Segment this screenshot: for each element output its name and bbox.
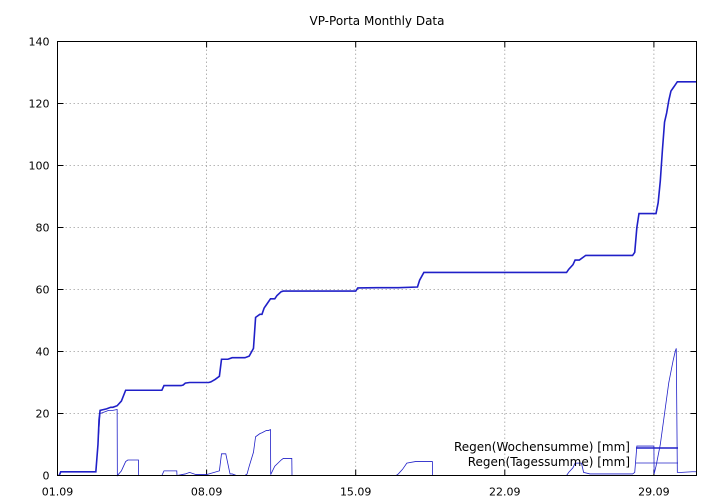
axis-ticks: 0 20 40 60 80 100 120 140 01.09 08.09 15.09 22.09 29… xyxy=(29,36,697,499)
y-tick-label: 140 xyxy=(29,36,50,49)
x-tick-label: 08.09 xyxy=(191,486,223,499)
chart-title: VP-Porta Monthly Data xyxy=(310,14,445,28)
y-tick-label: 80 xyxy=(36,222,50,235)
y-tick-label: 60 xyxy=(36,284,50,297)
x-tick-label: 29.09 xyxy=(638,486,670,499)
legend: Regen(Wochensumme) [mm] Regen(Tagessumme… xyxy=(454,440,678,469)
x-tick-label: 22.09 xyxy=(489,486,521,499)
plot-frame xyxy=(57,41,697,476)
x-tick-label: 15.09 xyxy=(340,486,372,499)
y-tick-label: 100 xyxy=(29,160,50,173)
x-tick-label: 01.09 xyxy=(42,486,74,499)
series-line-daily xyxy=(57,348,697,477)
y-tick-label: 20 xyxy=(36,408,50,421)
series-layer xyxy=(57,81,697,477)
y-tick-label: 120 xyxy=(29,98,50,111)
series-line-weekly xyxy=(58,81,697,475)
y-tick-label: 40 xyxy=(36,346,50,359)
legend-label-daily: Regen(Tagessumme) [mm] xyxy=(468,455,630,469)
grid xyxy=(57,41,697,476)
y-tick-label: 0 xyxy=(43,470,50,483)
legend-label-weekly: Regen(Wochensumme) [mm] xyxy=(454,440,630,454)
